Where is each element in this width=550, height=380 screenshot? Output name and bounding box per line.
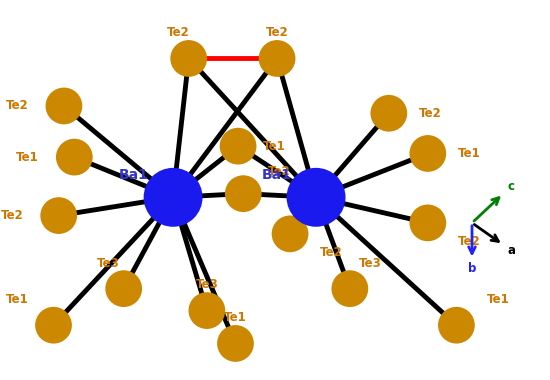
Point [54,212,63,218]
Text: Te1: Te1 [487,293,509,306]
Point [452,322,461,328]
Text: Te2: Te2 [419,107,442,120]
Point [424,220,432,226]
Text: Te1: Te1 [263,140,286,153]
Text: Te3: Te3 [97,256,119,269]
Text: a: a [507,244,515,257]
Point [424,150,432,157]
Text: b: b [468,262,476,275]
Point [239,191,248,197]
Point [384,110,393,116]
Text: Te1: Te1 [458,147,481,160]
Point [169,194,178,200]
Point [70,154,79,160]
Text: Ba1: Ba1 [119,168,149,182]
Text: Te2: Te2 [167,26,190,40]
Text: Te1: Te1 [6,293,29,306]
Text: Te3: Te3 [359,256,382,269]
Point [234,143,243,149]
Point [273,55,282,62]
Text: c: c [508,180,514,193]
Text: Ba1: Ba1 [262,168,292,182]
Text: Te2: Te2 [266,26,288,40]
Text: Te1: Te1 [224,311,247,325]
Point [285,231,294,237]
Text: Te3: Te3 [195,279,218,291]
Text: Te2: Te2 [458,235,481,248]
Text: Te2: Te2 [268,165,291,178]
Point [345,286,354,292]
Point [59,103,68,109]
Point [49,322,58,328]
Point [312,194,321,200]
Point [231,340,240,347]
Text: Te2: Te2 [320,245,343,259]
Point [119,286,128,292]
Text: Te1: Te1 [16,150,39,164]
Text: Te2: Te2 [6,100,29,112]
Text: Te2: Te2 [1,209,23,222]
Point [202,307,211,314]
Point [184,55,193,62]
